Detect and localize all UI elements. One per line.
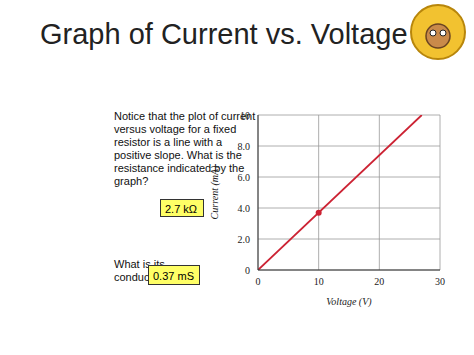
svg-text:8.0: 8.0 <box>238 141 251 152</box>
svg-text:Voltage (V): Voltage (V) <box>326 296 372 308</box>
svg-text:6.0: 6.0 <box>238 172 251 183</box>
svg-text:4.0: 4.0 <box>238 203 251 214</box>
svg-text:Current (mA): Current (mA) <box>210 165 221 219</box>
svg-text:10: 10 <box>314 276 324 287</box>
svg-text:0: 0 <box>256 276 261 287</box>
svg-text:20: 20 <box>374 276 384 287</box>
svg-text:0: 0 <box>245 265 250 276</box>
svg-text:2.0: 2.0 <box>238 234 251 245</box>
svg-text:10: 10 <box>240 110 250 121</box>
svg-text:30: 30 <box>435 276 445 287</box>
